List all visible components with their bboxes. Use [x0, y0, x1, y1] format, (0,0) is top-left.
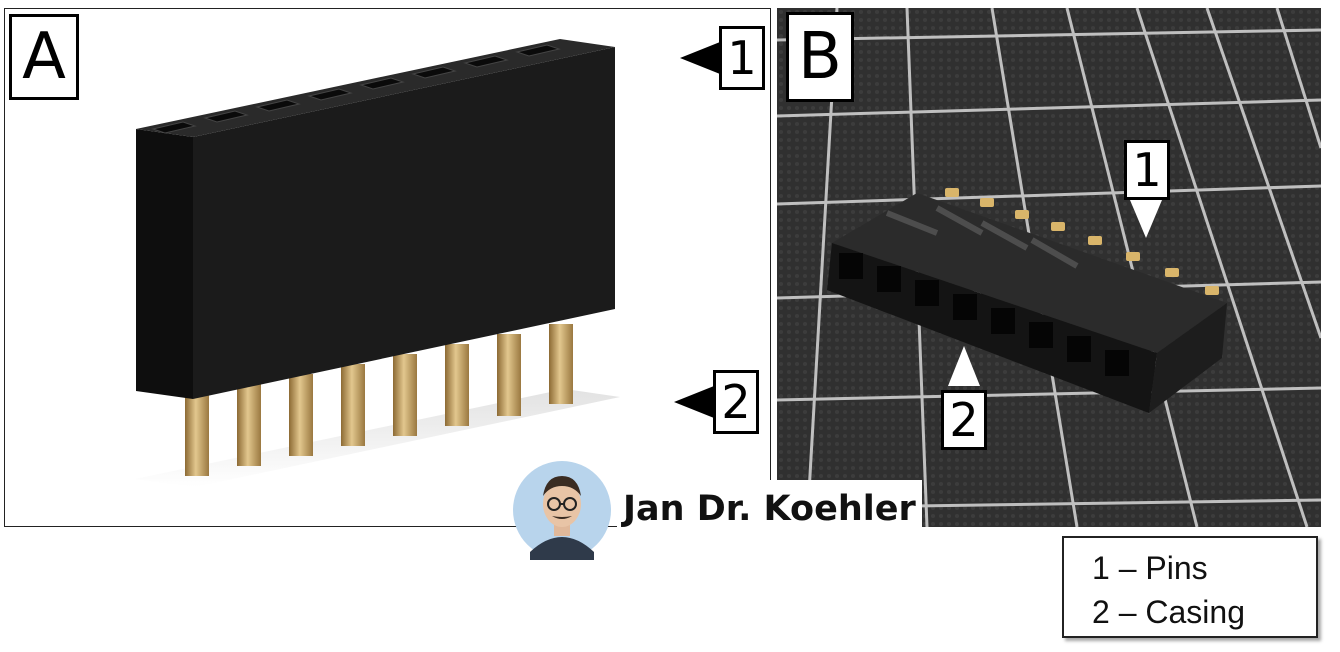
header-render-illustration: [135, 39, 620, 487]
panel-b-label: B: [786, 12, 854, 102]
panel-a-render: [4, 8, 771, 527]
callout-b-casing: 2: [941, 390, 987, 450]
arrow-up-icon: [948, 346, 980, 386]
arrow-down-icon: [1130, 200, 1162, 238]
header-photo-illustration: [777, 8, 1321, 527]
author-name: Jan Dr. Koehler: [617, 480, 922, 538]
panel-a-label: A: [9, 14, 79, 100]
panel-b-photo: [777, 8, 1321, 527]
legend-item-casing: 2 – Casing: [1092, 594, 1245, 630]
arrow-left-icon: [674, 386, 714, 418]
callout-a-casing: 2: [713, 370, 759, 434]
avatar: [513, 461, 611, 560]
legend: 1 – Pins 2 – Casing: [1062, 536, 1318, 638]
callout-a-pins: 1: [719, 26, 765, 90]
legend-item-pins: 1 – Pins: [1092, 550, 1208, 586]
callout-b-pins: 1: [1124, 140, 1170, 200]
pins-group: [185, 324, 573, 476]
arrow-left-icon: [680, 42, 720, 74]
